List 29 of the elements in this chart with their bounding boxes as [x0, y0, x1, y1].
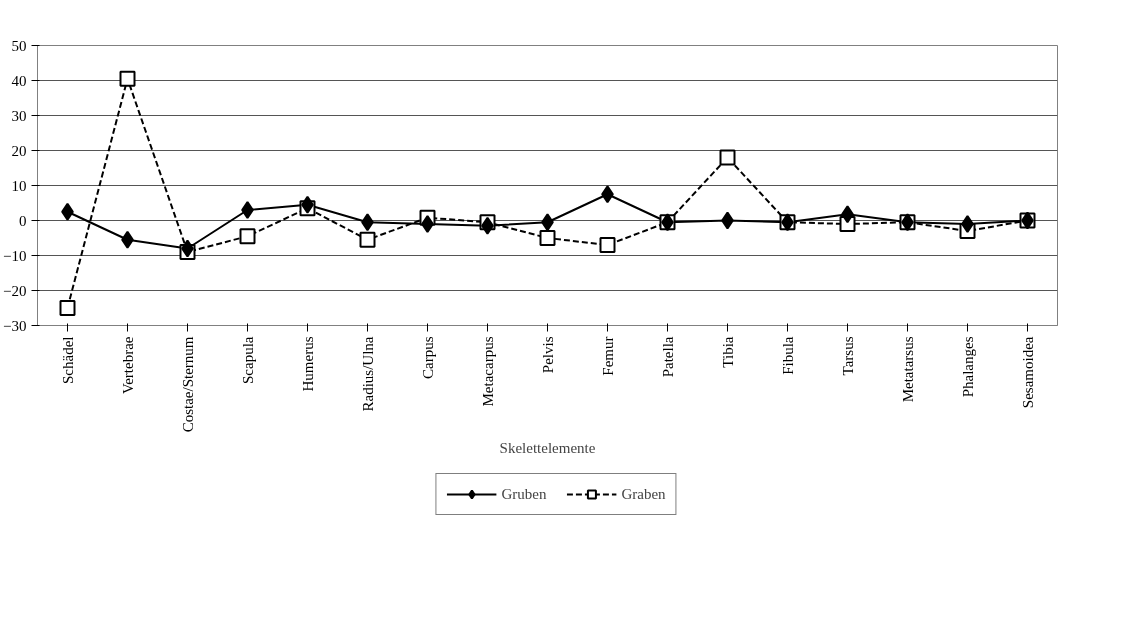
x-tick-label: Femur [599, 336, 616, 376]
y-tick-label: 20 [11, 142, 27, 159]
x-tick-label: Phalanges [959, 336, 976, 398]
x-tick-label: Vertebrae [119, 336, 136, 394]
legend-label: Graben [621, 485, 666, 503]
y-tick-label: 50 [11, 37, 27, 54]
y-tick-label: 0 [19, 212, 27, 229]
x-tick-label: Metatarsus [899, 336, 916, 403]
y-tick-label: −30 [3, 317, 27, 334]
x-tick-label: Humerus [299, 336, 316, 392]
x-axis-title: Skelettelemente [499, 440, 596, 457]
x-tick-label: Radius/Ulna [359, 336, 376, 412]
x-tick-label: Sesamoidea [1019, 336, 1036, 409]
y-tick-label: −10 [3, 247, 27, 264]
x-tick-label: Pelvis [539, 336, 556, 374]
y-tick-label: 30 [11, 107, 27, 124]
y-tick-label: 40 [11, 72, 27, 89]
y-tick-label: 10 [11, 177, 27, 194]
x-tick-label: Metacarpus [479, 336, 496, 407]
x-tick-label: Tarsus [839, 336, 856, 376]
x-tick-label: Fibula [779, 336, 796, 375]
x-tick-label: Costae/Sternum [179, 336, 196, 433]
x-tick-label: Carpus [419, 336, 436, 379]
x-tick-label: Tibia [719, 336, 736, 368]
legend-label: Gruben [501, 485, 547, 503]
x-tick-label: Schädel [59, 336, 76, 384]
x-tick-label: Scapula [239, 336, 256, 384]
y-tick-label: −20 [3, 282, 27, 299]
x-tick-label: Patella [659, 336, 676, 378]
